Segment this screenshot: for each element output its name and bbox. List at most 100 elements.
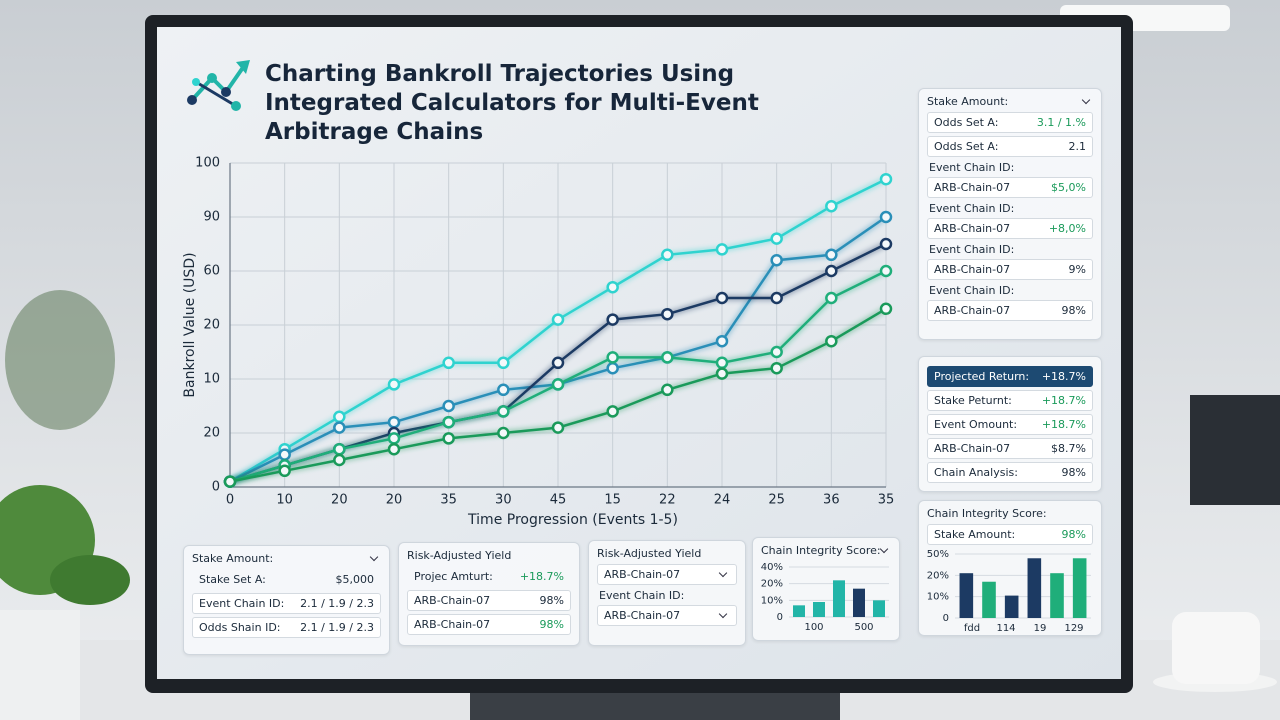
panel: Stake Amount: Odds Set A: 3.1 / 1.% Odds Se… [918,88,1102,340]
field-value: 2.1 [1068,140,1087,153]
field-value: 2.1 / 1.9 / 2.3 [300,621,374,634]
plant-pot [0,610,80,720]
data-point [770,361,783,375]
x-axis-label: Time Progression (Events 1-5) [467,512,678,528]
field-row: Stake Peturnt: +18.7% [927,390,1093,411]
field-value: 98% [539,618,564,631]
data-point [278,464,291,478]
field-value: +8,0% [1048,222,1086,235]
field-value: +18.7% [1041,370,1086,383]
y-axis-label: Bankroll Value (USD) [182,252,198,397]
field-row: Odds Shain ID: 2.1 / 1.9 / 2.3 [192,617,381,638]
field-row: ARB-Chain-07 +8,0% [927,218,1093,239]
mini-chart: 0 10% 20% 40% 100 500 [761,562,889,633]
mug [1172,612,1260,684]
mini-y-label: 20% [927,570,949,581]
field-label: ARB-Chain-07 [414,594,491,607]
monitor-stand [470,688,840,720]
data-point [715,334,729,348]
data-point [278,448,291,461]
field-value: 98% [1061,304,1086,317]
mini-x-label: 114 [996,623,1015,634]
data-point [715,291,729,305]
panel: Risk-Adjusted Yield Projec Amturt: +18.7% A… [398,542,580,646]
select-box: ARB-Chain-07 [597,605,737,626]
panel: Stake Amount: Stake Set A: $5,000 Event Cha… [183,545,390,655]
field-caption: Event Chain ID: [599,589,685,602]
y-tick-label: 10 [203,372,220,387]
x-tick-label: 36 [823,493,840,508]
field-row: Odds Set A: 2.1 [927,136,1093,157]
panel: Chain Integrity Score: 0 10% 20% 40% 100 500 [752,537,900,641]
plant-leaf [50,555,130,605]
mini-y-label: 0 [943,613,949,624]
field-row: ARB-Chain-07 98% [407,614,571,635]
field-value: 3.1 / 1.% [1036,116,1086,129]
field-value: 98% [539,594,564,607]
data-point [551,313,565,326]
panel-title: Stake Amount: [927,95,1009,108]
panel: Projected Return: +18.7% Stake Peturnt: +18… [918,356,1102,492]
x-tick-label: 20 [331,493,348,508]
data-point [879,210,893,224]
field-label: ARB-Chain-07 [934,222,1011,235]
data-point [442,356,455,370]
data-point [387,442,401,456]
data-point [551,421,565,434]
mini-y-label: 0 [777,612,783,623]
mini-bar [853,588,865,617]
data-point [661,351,674,364]
field-row: ARB-Chain-07 $8.7% [927,438,1093,459]
data-point [770,232,783,245]
data-point [879,264,893,278]
data-point [387,378,401,391]
logo [187,60,250,111]
data-point [770,345,783,359]
data-point [661,307,674,321]
data-point [825,248,838,262]
y-tick-label: 20 [203,318,220,333]
data-point [661,248,674,262]
field-caption: Event Chain ID: [929,161,1015,174]
field-label: ARB-Chain-07 [934,304,1011,317]
data-point [661,383,674,397]
plant-blur [5,290,115,430]
mini-bar [873,600,885,617]
field-row: Stake Set A: $5,000 [192,569,381,590]
select-value: ARB-Chain-07 [604,568,681,581]
field-label: Chain Analysis: [934,466,1018,479]
field-label: ARB-Chain-07 [934,181,1011,194]
data-point [715,243,729,256]
panel-title: Risk-Adjusted Yield [407,549,512,562]
dropdown-chevron [718,609,728,619]
panel-header: Stake Amount: [192,552,381,565]
panel-title: Chain Integrity Score: [927,507,1047,520]
field-row: Event Chain ID: 2.1 / 1.9 / 2.3 [192,593,381,614]
data-point [333,442,346,456]
mini-y-label: 20% [761,579,783,590]
data-point [223,475,237,488]
mini-bar [959,573,974,618]
data-point [551,356,565,370]
field-label: ARB-Chain-07 [934,442,1011,455]
data-point [387,432,401,445]
field-label: Stake Amount: [934,528,1016,541]
field-label: Odds Set A: [934,116,999,129]
field-label: Odds Shain ID: [199,621,281,634]
mini-y-label: 40% [761,562,783,573]
data-point [825,291,838,305]
y-tick-label: 90 [203,210,220,225]
data-point [497,383,510,397]
mini-chart: 0 10% 20% 50% fdd 114 19 129 [927,549,1091,634]
field-label: Event Chain ID: [199,597,285,610]
mini-bar [833,580,845,617]
data-point [551,378,565,391]
mini-x-label: 19 [1034,623,1047,634]
field-label: Stake Set A: [199,573,266,586]
field-row: Stake Amount: 98% [927,524,1093,545]
data-point [333,410,346,424]
mini-bar [1072,558,1087,618]
x-tick-label: 0 [226,493,234,508]
x-tick-label: 20 [386,493,403,508]
